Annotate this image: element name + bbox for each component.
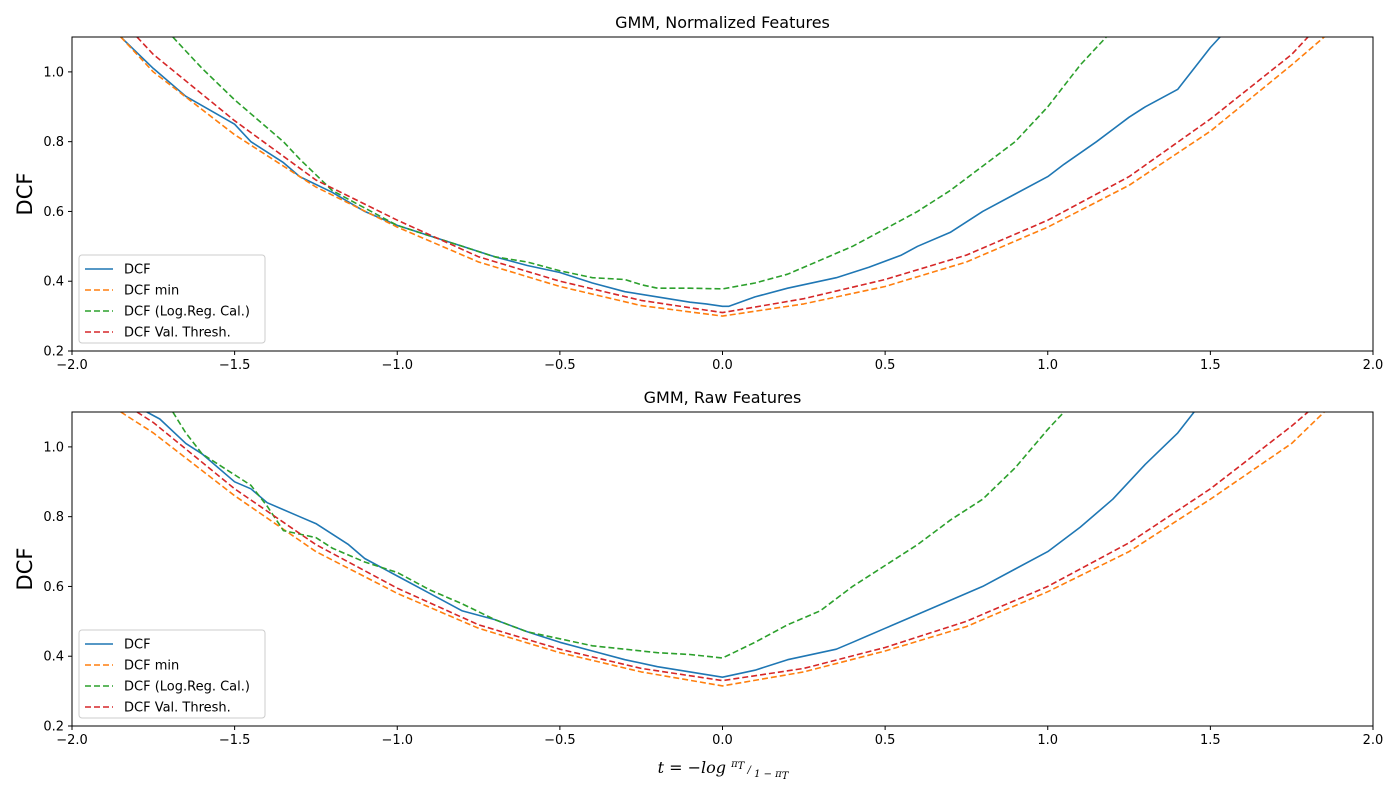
- legend: DCF DCF min DCF (Log.Reg. Cal.) DCF Val. Th…: [78, 629, 266, 719]
- y-axis-label: DCF: [13, 548, 37, 591]
- y-axis-label: DCF: [13, 173, 37, 216]
- legend-label: DCF: [124, 638, 151, 653]
- legend-label: DCF (Log.Reg. Cal.): [124, 305, 250, 320]
- series-line-3: [136, 412, 1309, 682]
- y-tick-label: 0.6: [43, 205, 64, 220]
- x-tick-label: 1.0: [1037, 358, 1058, 373]
- chart-title: GMM, Normalized Features: [615, 13, 830, 32]
- panel-normalized-features: −2.0 −1.5 −1.0 −0.5 0.0 0.5 1.0 1.5 2.0 0.2 0.4 0.6…: [13, 13, 1383, 373]
- x-tick-label: 0.0: [712, 358, 733, 373]
- x-axis-label: t = −log πT / 1 − πT: [658, 758, 790, 782]
- x-tick-label: −1.5: [219, 358, 251, 373]
- legend-label: DCF: [124, 263, 151, 278]
- legend-label: DCF Val. Thresh.: [124, 701, 231, 716]
- x-tick-label: 0.0: [712, 733, 733, 748]
- y-tick-label: 1.0: [43, 65, 64, 80]
- x-tick-label: 1.5: [1200, 358, 1221, 373]
- y-tick-label: 0.8: [43, 510, 64, 525]
- series-line-0: [146, 412, 1195, 678]
- legend-label: DCF Val. Thresh.: [124, 326, 231, 341]
- x-tick-label: 0.5: [875, 358, 896, 373]
- x-tick-label: −2.0: [56, 358, 88, 373]
- x-tick-label: 2.0: [1363, 733, 1384, 748]
- legend-label: DCF (Log.Reg. Cal.): [124, 680, 250, 695]
- x-tick-label: −1.0: [381, 358, 413, 373]
- y-tick-label: 0.8: [43, 135, 64, 150]
- x-tick-label: −0.5: [544, 358, 576, 373]
- x-tick-label: −0.5: [544, 733, 576, 748]
- series-line-3: [136, 37, 1309, 314]
- x-tick-label: 0.5: [875, 733, 896, 748]
- y-tick-label: 0.4: [43, 650, 64, 665]
- axes-frame: [71, 36, 1374, 352]
- series-line-1: [120, 412, 1325, 687]
- y-tick-label: 0.4: [43, 275, 64, 290]
- panel-raw-features: −2.0 −1.5 −1.0 −0.5 0.0 0.5 1.0 1.5 2.0 0.2 0.4 0.6…: [13, 388, 1383, 748]
- chart-title: GMM, Raw Features: [644, 388, 802, 407]
- y-tick-label: 0.2: [43, 720, 64, 735]
- x-tick-label: 1.5: [1200, 733, 1221, 748]
- x-tick-label: −2.0: [56, 733, 88, 748]
- y-tick-label: 0.6: [43, 580, 64, 595]
- x-tick-label: −1.5: [219, 733, 251, 748]
- legend-label: DCF min: [124, 659, 179, 674]
- legend: DCF DCF min DCF (Log.Reg. Cal.) DCF Val. Th…: [78, 254, 266, 344]
- axes-frame: [71, 411, 1374, 727]
- series-line-1: [120, 37, 1325, 317]
- x-tick-label: 2.0: [1363, 358, 1384, 373]
- y-tick-label: 1.0: [43, 440, 64, 455]
- y-tick-label: 0.2: [43, 345, 64, 360]
- series-line-0: [120, 37, 1221, 308]
- x-tick-label: −1.0: [381, 733, 413, 748]
- x-tick-label: 1.0: [1037, 733, 1058, 748]
- legend-label: DCF min: [124, 284, 179, 299]
- series-line-2: [172, 37, 1107, 290]
- series-line-2: [172, 412, 1065, 659]
